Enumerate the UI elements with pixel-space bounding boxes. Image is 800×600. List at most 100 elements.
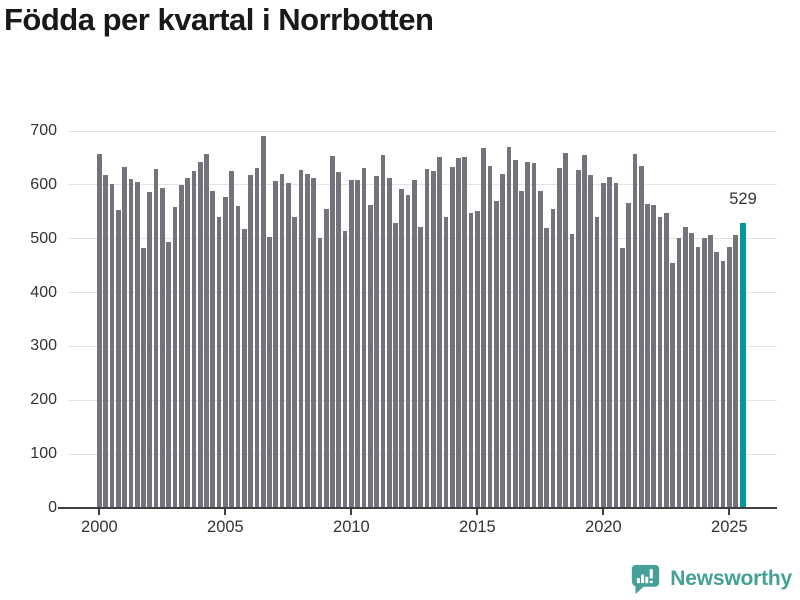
bar bbox=[223, 196, 228, 507]
bar bbox=[512, 159, 518, 507]
bar bbox=[544, 227, 550, 507]
bar bbox=[701, 237, 707, 507]
bar bbox=[563, 153, 568, 507]
bar bbox=[386, 178, 392, 507]
bar bbox=[317, 238, 323, 507]
gridline bbox=[68, 130, 777, 132]
bar bbox=[418, 226, 424, 507]
bar bbox=[185, 178, 190, 507]
bar bbox=[210, 190, 216, 507]
x-axis-tick-label: 2000 bbox=[81, 518, 118, 536]
gridline bbox=[68, 184, 777, 186]
bar bbox=[695, 247, 701, 507]
bar bbox=[342, 230, 348, 507]
bar bbox=[443, 216, 449, 507]
bar bbox=[191, 171, 197, 507]
bar bbox=[267, 236, 272, 507]
bar bbox=[147, 192, 153, 507]
bar bbox=[336, 172, 342, 507]
bar bbox=[733, 234, 739, 507]
newsworthy-logo[interactable]: Newsworthy bbox=[630, 561, 792, 597]
bar bbox=[122, 166, 127, 507]
bar bbox=[468, 212, 474, 507]
bar bbox=[493, 201, 499, 507]
newsworthy-chart-bubble-icon bbox=[632, 564, 660, 594]
bar bbox=[613, 182, 619, 507]
bar bbox=[216, 217, 222, 507]
bar bbox=[292, 216, 298, 507]
x-axis-line bbox=[58, 507, 777, 509]
bar bbox=[657, 217, 663, 507]
bar bbox=[103, 175, 109, 507]
newsworthy-wordmark: Newsworthy bbox=[670, 567, 792, 590]
bar bbox=[437, 157, 442, 507]
y-axis-tick-label: 500 bbox=[30, 229, 57, 247]
bar bbox=[651, 204, 657, 507]
bar bbox=[525, 161, 531, 507]
bar bbox=[172, 207, 178, 507]
bar bbox=[405, 194, 411, 507]
bar bbox=[632, 154, 638, 507]
bar bbox=[197, 161, 203, 507]
bar-highlighted bbox=[739, 223, 747, 507]
bar bbox=[607, 176, 613, 507]
bar bbox=[97, 154, 102, 507]
bar bbox=[323, 209, 329, 507]
x-axis-tick-mark bbox=[728, 509, 731, 515]
bar bbox=[519, 190, 524, 507]
bar bbox=[594, 217, 600, 507]
bar bbox=[141, 247, 146, 507]
bar bbox=[424, 168, 430, 507]
bar bbox=[500, 173, 505, 507]
x-axis-tick-mark bbox=[476, 509, 479, 515]
bar bbox=[229, 171, 235, 507]
bar bbox=[689, 233, 694, 507]
y-axis-tick-label: 600 bbox=[30, 175, 57, 193]
y-axis-tick-label: 100 bbox=[30, 445, 57, 463]
chart-title: Födda per kvartal i Norrbotten bbox=[4, 2, 434, 37]
bar bbox=[160, 188, 165, 507]
x-axis-tick-mark bbox=[98, 509, 101, 515]
bar bbox=[393, 223, 398, 507]
bar bbox=[374, 175, 379, 507]
y-axis-tick-label: 200 bbox=[30, 391, 57, 409]
bar bbox=[456, 158, 461, 507]
bar bbox=[714, 252, 720, 507]
bar bbox=[582, 155, 587, 507]
x-axis-tick-mark bbox=[350, 509, 353, 515]
bar bbox=[178, 185, 184, 507]
bar bbox=[128, 179, 134, 507]
x-axis-tick-label: 2010 bbox=[333, 518, 370, 536]
bar bbox=[109, 184, 115, 507]
bar bbox=[588, 175, 594, 507]
bar bbox=[311, 178, 316, 507]
bar bbox=[664, 213, 669, 507]
bar bbox=[273, 181, 279, 507]
bar bbox=[550, 209, 556, 507]
bar bbox=[487, 166, 493, 507]
bar bbox=[708, 235, 713, 507]
x-axis-tick-label: 2020 bbox=[585, 518, 622, 536]
bar bbox=[399, 189, 405, 507]
bar bbox=[575, 170, 581, 507]
bar bbox=[682, 226, 688, 507]
bar bbox=[279, 174, 285, 507]
bar bbox=[153, 169, 159, 507]
x-axis-tick-label: 2015 bbox=[459, 518, 496, 536]
bar bbox=[727, 246, 732, 507]
bar bbox=[298, 169, 304, 507]
y-axis-tick-label: 400 bbox=[30, 283, 57, 301]
bar bbox=[449, 167, 455, 507]
bar bbox=[430, 170, 436, 507]
bar bbox=[481, 147, 487, 507]
bar bbox=[670, 262, 676, 507]
bar bbox=[676, 237, 682, 507]
bar bbox=[304, 173, 310, 507]
bar bbox=[361, 167, 367, 507]
bar bbox=[619, 248, 625, 507]
bar bbox=[235, 205, 241, 507]
bar bbox=[241, 229, 247, 507]
x-axis-tick-label: 2025 bbox=[711, 518, 748, 536]
bar bbox=[538, 191, 543, 507]
